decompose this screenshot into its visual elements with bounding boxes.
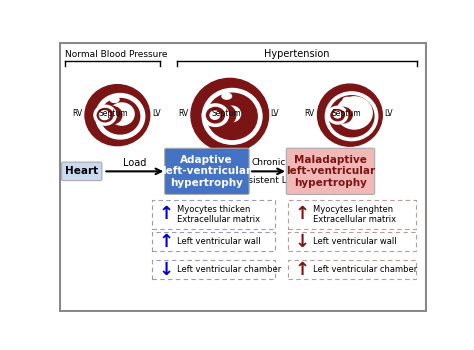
Ellipse shape xyxy=(343,97,351,102)
Text: LV: LV xyxy=(270,109,279,118)
Text: Left ventricular chamber: Left ventricular chamber xyxy=(313,265,417,274)
Ellipse shape xyxy=(100,98,140,134)
Text: Normal Blood Pressure: Normal Blood Pressure xyxy=(65,50,168,59)
Ellipse shape xyxy=(207,93,257,139)
Ellipse shape xyxy=(100,111,109,120)
Text: LV: LV xyxy=(384,109,393,118)
Ellipse shape xyxy=(318,84,382,146)
Ellipse shape xyxy=(325,92,378,141)
FancyBboxPatch shape xyxy=(288,232,416,251)
Ellipse shape xyxy=(191,78,269,152)
FancyBboxPatch shape xyxy=(62,162,102,181)
Ellipse shape xyxy=(110,97,119,103)
Text: Left ventricular chamber: Left ventricular chamber xyxy=(177,265,281,274)
Text: Maladaptive
left-ventricular
hypertrophy: Maladaptive left-ventricular hypertrophy xyxy=(286,155,375,188)
FancyBboxPatch shape xyxy=(164,148,249,195)
Text: ↑: ↑ xyxy=(294,205,310,224)
Text: Load: Load xyxy=(123,158,146,168)
Text: Septum: Septum xyxy=(331,109,361,118)
Ellipse shape xyxy=(334,107,352,123)
Ellipse shape xyxy=(94,105,116,125)
Text: ↓: ↓ xyxy=(294,233,310,251)
Text: RV: RV xyxy=(72,109,82,118)
Text: Adaptive
left-ventricular
hypertrophy: Adaptive left-ventricular hypertrophy xyxy=(162,155,251,188)
Ellipse shape xyxy=(210,111,219,119)
Text: Left ventricular wall: Left ventricular wall xyxy=(177,237,261,246)
FancyBboxPatch shape xyxy=(286,148,374,195)
Text: Left ventricular wall: Left ventricular wall xyxy=(313,237,396,246)
Ellipse shape xyxy=(328,106,347,124)
FancyBboxPatch shape xyxy=(152,260,275,279)
Ellipse shape xyxy=(337,97,372,129)
Ellipse shape xyxy=(97,108,113,122)
Ellipse shape xyxy=(329,96,374,137)
Text: Chronic: Chronic xyxy=(251,158,286,167)
Ellipse shape xyxy=(202,104,228,126)
FancyBboxPatch shape xyxy=(288,260,416,279)
Text: ↑: ↑ xyxy=(294,260,310,279)
Text: LV: LV xyxy=(152,109,160,118)
Ellipse shape xyxy=(331,110,344,121)
FancyBboxPatch shape xyxy=(152,200,275,229)
Ellipse shape xyxy=(207,107,224,123)
Ellipse shape xyxy=(224,106,240,122)
Ellipse shape xyxy=(334,111,341,118)
Text: ↑: ↑ xyxy=(159,233,174,251)
Text: Septum: Septum xyxy=(211,109,241,118)
Text: Septum: Septum xyxy=(99,109,128,118)
Ellipse shape xyxy=(202,89,262,144)
Text: ↓: ↓ xyxy=(159,260,174,279)
Text: ↑: ↑ xyxy=(159,205,174,224)
Text: Myocytes thicken
Extracellular matrix: Myocytes thicken Extracellular matrix xyxy=(177,205,260,224)
Ellipse shape xyxy=(96,93,145,139)
Text: RV: RV xyxy=(178,109,188,118)
FancyBboxPatch shape xyxy=(152,232,275,251)
Text: Hypertension: Hypertension xyxy=(264,49,330,59)
Ellipse shape xyxy=(102,106,122,124)
FancyBboxPatch shape xyxy=(288,200,416,229)
Text: Myocytes lenghten
Extracellular matrix: Myocytes lenghten Extracellular matrix xyxy=(313,205,396,224)
Ellipse shape xyxy=(109,103,134,125)
Ellipse shape xyxy=(222,93,231,99)
Text: Persistent Load: Persistent Load xyxy=(234,176,303,185)
Ellipse shape xyxy=(212,105,236,126)
Text: RV: RV xyxy=(304,109,315,118)
Text: Heart: Heart xyxy=(65,166,98,176)
Ellipse shape xyxy=(85,85,150,146)
